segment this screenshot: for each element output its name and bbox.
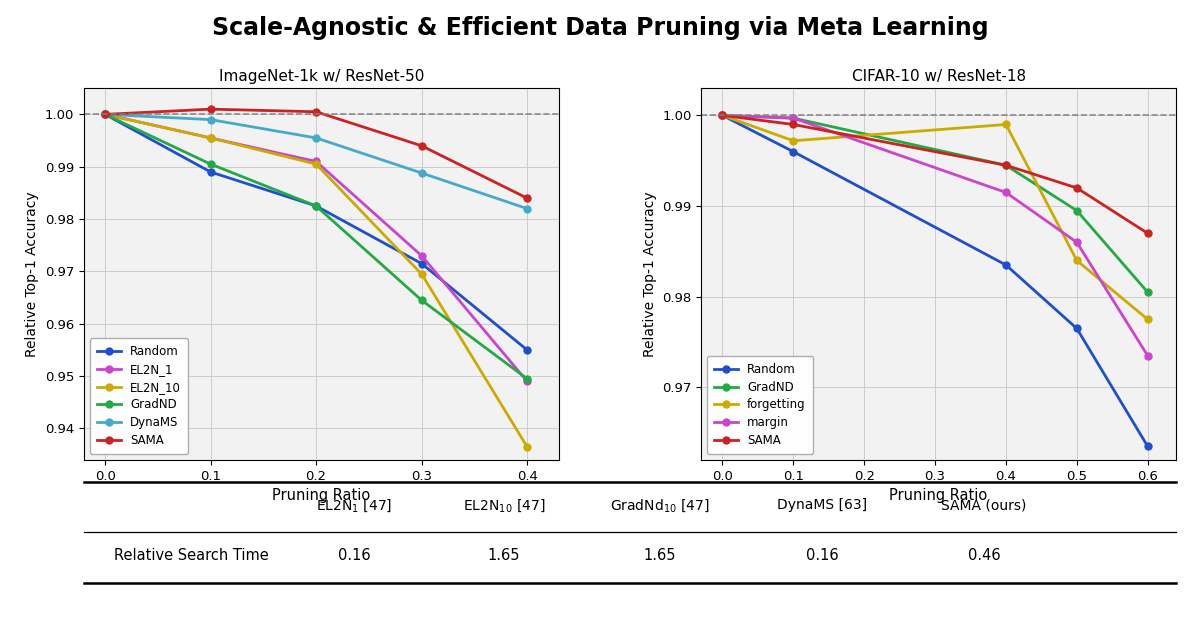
Text: 1.65: 1.65	[487, 548, 521, 563]
SAMA	[998, 161, 1013, 169]
Text: EL2N$_1$ [47]: EL2N$_1$ [47]	[316, 497, 392, 513]
DynaMS	[520, 205, 534, 212]
GradND	[786, 114, 800, 122]
EL2N_1	[204, 134, 218, 142]
Title: CIFAR-10 w/ ResNet-18: CIFAR-10 w/ ResNet-18	[852, 69, 1026, 84]
SAMA	[414, 142, 428, 149]
margin	[1140, 352, 1154, 360]
Random	[520, 346, 534, 353]
Random	[715, 112, 730, 119]
SAMA	[98, 111, 113, 118]
forgetting	[786, 137, 800, 144]
Line: margin: margin	[719, 112, 1151, 359]
forgetting	[1069, 256, 1084, 264]
GradND	[414, 297, 428, 304]
Random	[414, 260, 428, 267]
EL2N_10	[98, 111, 113, 118]
EL2N_1	[520, 377, 534, 385]
Text: EL2N$_{10}$ [47]: EL2N$_{10}$ [47]	[463, 497, 545, 513]
GradND	[1069, 207, 1084, 214]
Text: Relative Search Time: Relative Search Time	[114, 548, 269, 563]
SAMA	[715, 112, 730, 119]
Text: SAMA (ours): SAMA (ours)	[941, 498, 1027, 512]
margin	[998, 188, 1013, 196]
GradND	[998, 161, 1013, 169]
EL2N_10	[414, 270, 428, 278]
GradND	[98, 111, 113, 118]
forgetting	[715, 112, 730, 119]
Random	[98, 111, 113, 118]
Y-axis label: Relative Top-1 Accuracy: Relative Top-1 Accuracy	[25, 192, 40, 357]
Random	[1069, 324, 1084, 332]
X-axis label: Pruning Ratio: Pruning Ratio	[889, 488, 988, 503]
Line: DynaMS: DynaMS	[102, 111, 530, 212]
DynaMS	[414, 169, 428, 177]
Text: DynaMS [63]: DynaMS [63]	[776, 498, 868, 512]
Legend: Random, EL2N_1, EL2N_10, GradND, DynaMS, SAMA: Random, EL2N_1, EL2N_10, GradND, DynaMS,…	[90, 338, 188, 454]
Line: GradND: GradND	[719, 112, 1151, 295]
margin	[715, 112, 730, 119]
Text: Scale-Agnostic & Efficient Data Pruning via Meta Learning: Scale-Agnostic & Efficient Data Pruning …	[211, 16, 989, 40]
Random	[1140, 442, 1154, 450]
Random	[786, 148, 800, 156]
EL2N_10	[308, 160, 323, 168]
margin	[1069, 239, 1084, 246]
Line: SAMA: SAMA	[719, 112, 1151, 237]
GradND	[308, 202, 323, 210]
GradND	[715, 112, 730, 119]
GradND	[1140, 289, 1154, 296]
DynaMS	[98, 111, 113, 118]
EL2N_1	[308, 158, 323, 165]
GradND	[204, 160, 218, 168]
SAMA	[786, 121, 800, 129]
margin	[786, 114, 800, 122]
Random	[308, 202, 323, 210]
forgetting	[998, 121, 1013, 129]
Line: GradND: GradND	[102, 111, 530, 382]
Line: Random: Random	[719, 112, 1151, 450]
forgetting	[1140, 316, 1154, 323]
GradND	[520, 375, 534, 382]
Line: EL2N_10: EL2N_10	[102, 111, 530, 450]
SAMA	[308, 108, 323, 115]
Title: ImageNet-1k w/ ResNet-50: ImageNet-1k w/ ResNet-50	[218, 69, 424, 84]
Text: 0.46: 0.46	[967, 548, 1001, 563]
EL2N_1	[414, 252, 428, 260]
Random	[204, 168, 218, 176]
Random	[998, 261, 1013, 269]
EL2N_1	[98, 111, 113, 118]
SAMA	[1140, 229, 1154, 237]
Line: Random: Random	[102, 111, 530, 353]
SAMA	[1069, 184, 1084, 192]
Line: EL2N_1: EL2N_1	[102, 111, 530, 385]
X-axis label: Pruning Ratio: Pruning Ratio	[272, 488, 371, 503]
Text: 1.65: 1.65	[643, 548, 677, 563]
Line: SAMA: SAMA	[102, 106, 530, 202]
Legend: Random, GradND, forgetting, margin, SAMA: Random, GradND, forgetting, margin, SAMA	[707, 356, 812, 454]
DynaMS	[204, 116, 218, 123]
SAMA	[520, 195, 534, 202]
EL2N_10	[204, 134, 218, 142]
Y-axis label: Relative Top-1 Accuracy: Relative Top-1 Accuracy	[642, 192, 656, 357]
DynaMS	[308, 134, 323, 142]
Text: 0.16: 0.16	[337, 548, 371, 563]
Line: forgetting: forgetting	[719, 112, 1151, 323]
Text: 0.16: 0.16	[805, 548, 839, 563]
Text: GradNd$_{10}$ [47]: GradNd$_{10}$ [47]	[610, 497, 710, 513]
SAMA	[204, 105, 218, 113]
EL2N_10	[520, 443, 534, 450]
